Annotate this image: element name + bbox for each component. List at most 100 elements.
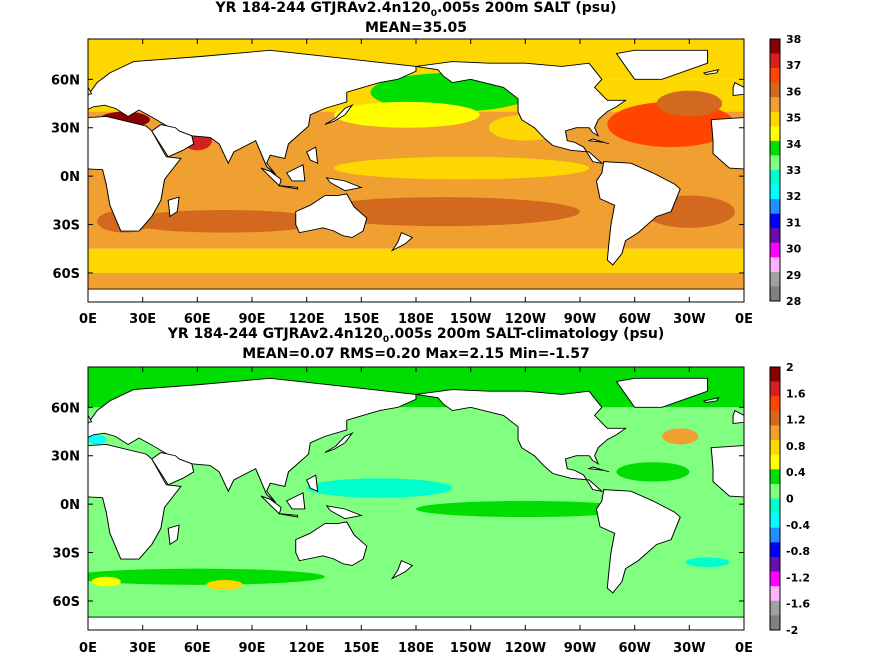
map-field-1 [88, 39, 744, 302]
x-tick-label: 60W [618, 641, 650, 656]
y-tick-label: 60N [51, 401, 80, 416]
colorbar-label: 32 [786, 190, 801, 203]
chart-2-title-suffix: .005s 200m SALT-climatology (psu) [389, 326, 665, 342]
x-tick-label: 150E [343, 312, 379, 327]
anomaly-blob-eq-pacific [415, 500, 635, 518]
colorbar-segment [770, 527, 780, 543]
anomaly-blob-west-pacific [306, 478, 453, 498]
x-tick-label: 90W [564, 312, 596, 327]
colorbar-label: 2 [786, 361, 794, 374]
colorbar-segment [770, 410, 780, 426]
colorbar-2: 2 1.6 1.2 0.8 0.4 0 -0.4 -0.8 -1.2 -1.6 -2 [769, 361, 810, 637]
colorbar-label: 38 [786, 33, 801, 46]
colorbar-segment [770, 126, 780, 142]
colorbar-label: 37 [786, 59, 801, 72]
x-tick-label: 0E [79, 641, 97, 656]
salinity-blob-north-pacific-mid [334, 101, 480, 128]
x-tick-label: 180E [398, 312, 434, 327]
x-tick-label: 60E [184, 641, 211, 656]
colorbar-1: 38 37 36 35 34 33 32 31 30 29 28 [769, 33, 802, 308]
salinity-blob-south-indian-high [124, 210, 325, 233]
chart-1-title-sub: 0 [430, 8, 437, 19]
colorbar-segment [770, 600, 780, 616]
colorbar-segment [770, 571, 780, 587]
chart-1-title-prefix: YR 184-244 GTJRAv2.4n120 [215, 0, 431, 16]
colorbar-segment [770, 140, 780, 156]
salinity-blob-south-pacific-high [306, 197, 580, 227]
y-tick-label: 60S [53, 595, 80, 610]
chart-1-subtitle: MEAN=35.05 [364, 20, 468, 36]
x-tick-label: 120W [505, 641, 546, 656]
colorbar-label: 1.2 [786, 414, 806, 427]
colorbar-segment [770, 257, 780, 273]
anomaly-blob-gulf-stream [662, 428, 699, 445]
colorbar-segment [770, 82, 780, 98]
colorbar-label: 35 [786, 112, 801, 125]
colorbar-label: 30 [786, 243, 802, 256]
anomaly-blob-southern-ocean [88, 568, 325, 585]
colorbar-segment [770, 228, 780, 244]
colorbar-segment [770, 68, 780, 83]
anomaly-blob-kerguelen [206, 579, 243, 590]
x-tick-label: 120E [289, 312, 325, 327]
colorbar-segment [770, 155, 780, 171]
colorbar-segment [770, 53, 780, 69]
y-tick-label: 30N [51, 122, 80, 137]
colorbar-label: 31 [786, 216, 801, 229]
colorbar-label: 34 [786, 138, 802, 151]
salinity-blob-eq-pacific [334, 156, 590, 180]
y-tick-label: 30S [53, 547, 80, 562]
colorbar-label: 36 [786, 85, 802, 98]
colorbar-segment [770, 271, 780, 287]
colorbar-segment [770, 586, 780, 602]
x-tick-label: 30W [673, 312, 705, 327]
colorbar-segment [770, 286, 780, 302]
chart-2-title: YR 184-244 GTJRAv2.4n1200.005s 200m SALT… [88, 326, 744, 348]
x-tick-label: 90W [564, 641, 596, 656]
colorbar-label: -1.2 [786, 571, 810, 584]
chart-1-title-suffix: .005s 200m SALT (psu) [436, 0, 617, 16]
anomaly-blob-brazil [685, 557, 730, 568]
colorbar-label: -1.6 [786, 598, 810, 611]
colorbar-segment [770, 199, 780, 214]
x-tick-label: 150E [343, 641, 379, 656]
colorbar-segment [770, 39, 780, 54]
panels-group: 0E 30E 60E 90E 120E 150E 180E 150W 120W 90W 60W 30W… [51, 33, 810, 656]
colorbar-label: 0 [786, 493, 794, 506]
x-tick-label: 30E [129, 312, 156, 327]
map-panel-1: 0E 30E 60E 90E 120E 150E 180E 150W 120W 90W 60W 30W… [51, 33, 802, 327]
chart-2-title-prefix: YR 184-244 GTJRAv2.4n120 [167, 326, 383, 342]
colorbar-segment [770, 170, 780, 185]
colorbar-label: 33 [786, 164, 801, 177]
y-tick-label: 60N [51, 73, 80, 88]
y-tick-label: 30N [51, 450, 80, 465]
x-tick-label: 30W [673, 641, 705, 656]
colorbar-segment [770, 242, 780, 258]
colorbar-frame [769, 38, 781, 302]
x-tick-label: 150W [450, 312, 491, 327]
x-tick-label: 120W [505, 312, 546, 327]
colorbar-segment [770, 498, 780, 514]
colorbar-label: 29 [786, 269, 801, 282]
x-tick-label: 60E [184, 312, 211, 327]
colorbar-segment [770, 454, 780, 470]
y-tick-label: 0N [60, 498, 80, 513]
x-tick-label: 60W [618, 312, 650, 327]
anomaly-blob-atlantic [616, 462, 690, 482]
colorbar-label: -0.4 [786, 519, 810, 532]
colorbar-segment [770, 213, 780, 229]
x-tick-label: 30E [129, 641, 156, 656]
chart-2-subtitle: MEAN=0.07 RMS=0.20 Max=2.15 Min=-1.57 [242, 346, 590, 362]
colorbar-segment [770, 111, 780, 127]
anomaly-blob-med [88, 434, 107, 445]
salinity-blob-north-atlantic-mid [656, 90, 723, 117]
colorbar-label: 0.8 [786, 440, 806, 453]
x-tick-label: 150W [450, 641, 491, 656]
colorbar-segment [770, 184, 780, 200]
chart-2-title-sub: 0 [382, 334, 390, 345]
colorbar-segment [770, 469, 780, 485]
colorbar-segment [770, 440, 780, 455]
x-tick-label: 0E [735, 641, 753, 656]
colorbar-segment [770, 513, 780, 529]
